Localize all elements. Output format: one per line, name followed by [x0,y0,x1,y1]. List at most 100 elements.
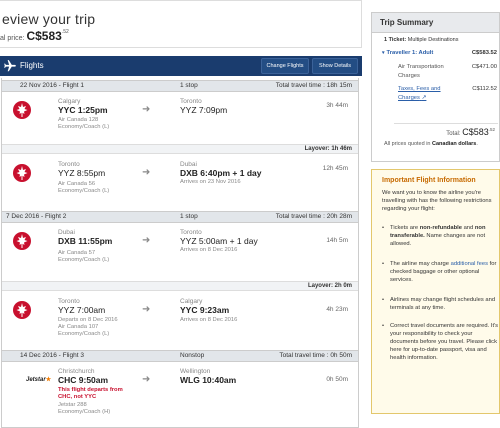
departure-city: Calgary [58,98,81,105]
departure-time: CHC 9:50am [58,375,109,385]
itinerary: 22 Nov 2016 - Flight 1 1 stop Total trav… [1,78,359,428]
leg-date: 22 Nov 2016 - Flight 1 [20,82,84,89]
arrival-note: Arrives on 8 Dec 2016 [180,247,238,253]
flight-number: Air Canada 57 [58,250,96,256]
travel-time-value: 20h 28m [326,213,352,220]
change-flights-button[interactable]: Change Flights [261,58,309,74]
layover: Layover: 1h 46m [2,144,358,154]
departure-city: Dubai [58,229,75,236]
external-link-icon: ↗ [421,95,427,101]
travel-time-value: 18h 15m [326,82,352,89]
segment-duration: 14h 5m [326,237,348,244]
restriction-schedule: Airlines may change flight schedules and… [382,296,500,312]
departure-city: Toronto [58,161,80,168]
leg-header: 14 Dec 2016 - Flight 3 Nonstop Total tra… [2,350,358,362]
total-price-amount: C$583 [26,29,62,43]
segment-duration: 3h 44m [326,102,348,109]
additional-fees-link[interactable]: additional fees [450,261,488,267]
arrow-right-icon: ➜ [142,167,151,178]
segment-duration: 12h 45m [322,165,348,172]
arrow-right-icon: ➜ [142,235,151,246]
arrival-note: Arrives on 23 Nov 2016 [180,179,241,185]
leg-travel-time: Total travel time : 18h 15m [276,81,352,91]
flight-number: Air Canada 128 [58,117,99,123]
flight-segment: Dubai DXB 11:55pm Air Canada 57 Economy/… [2,223,358,275]
air-canada-logo [13,101,31,119]
departure-time: YYZ 8:55pm [58,168,106,178]
arrival-time: YYZ 7:09pm [180,105,228,115]
trip-summary: Trip Summary 1 Ticket: Multiple Destinat… [371,12,500,162]
traveller-toggle[interactable]: ▾ Traveller 1: Adult C$583.52 [382,50,497,56]
trip-total: Total: C$583.52 [446,127,495,137]
cabin-class: Economy/Coach (L) [58,331,110,337]
departure-note: Departs on 8 Dec 2016 [58,317,118,323]
departure-city: Toronto [58,298,80,305]
leg-date: 7 Dec 2016 - Flight 2 [6,213,67,220]
flight-segment: Calgary YYC 1:25pm Air Canada 128 Econom… [2,92,358,144]
flight-number: Jetstar 288 [58,402,87,408]
departure-time: DXB 11:55pm [58,236,113,246]
page-header: eview your trip al price: C$583.52 [0,0,362,48]
leg-travel-time: Total travel time : 20h 28m [276,212,352,222]
leg-stops: 1 stop [180,213,198,220]
total-price-label: al price: [0,35,25,42]
leg-stops: 1 stop [180,82,198,89]
tickets-line: 1 Ticket: Multiple Destinations [384,37,459,43]
departure-time: YYZ 7:00am [58,305,106,315]
air-canada-logo [13,301,31,319]
flight-number: Air Canada 56 [58,181,96,187]
air-charges-row: Air Transportation Charges C$471.00 [398,64,497,79]
restriction-refund: Tickets are non-refundable and non trans… [382,224,500,248]
layover: Layover: 2h 0m [2,281,358,291]
arrival-time: DXB 6:40pm + 1 day [180,168,262,178]
arrival-city: Toronto [180,229,202,236]
flight-info-intro: We want you to know the airline you're t… [382,190,492,212]
show-details-button[interactable]: Show Details [312,58,358,74]
travel-time-value: 0h 50m [330,352,352,359]
collapse-icon: ▾ [382,50,385,56]
traveller-amount: C$583.52 [471,50,497,56]
air-canada-logo [13,232,31,250]
trip-summary-title: Trip Summary [372,13,499,33]
total-price-cents: .52 [61,29,69,35]
air-canada-logo [13,164,31,182]
leg-date: 14 Dec 2016 - Flight 3 [20,352,84,359]
arrival-city: Calgary [180,298,203,305]
travel-time-label: Total travel time : [275,82,325,89]
restriction-documents: Correct travel documents are required. I… [382,322,500,362]
divider [394,123,498,124]
airport-warning: CHC, not YYC [58,394,97,400]
flight-info-title: Important Flight Information [382,177,476,184]
flights-bar: Flights Change Flights Show Details [0,56,362,76]
leg-header: 22 Nov 2016 - Flight 1 1 stop Total trav… [2,80,358,92]
travel-time-label: Total travel time : [275,213,325,220]
flight-segment: Toronto YYZ 8:55pm Air Canada 56 Economy… [2,155,358,205]
arrow-right-icon: ➜ [142,104,151,115]
jetstar-logo: Jetstar★ [26,377,52,383]
restriction-fees: The airline may charge additional fees f… [382,260,500,284]
departure-time: YYC 1:25pm [58,105,108,115]
important-flight-info: Important Flight Information We want you… [371,169,500,414]
leg-header: 7 Dec 2016 - Flight 2 1 stop Total trave… [2,211,358,223]
arrow-right-icon: ➜ [142,374,151,385]
leg-travel-time: Total travel time : 0h 50m [279,351,352,361]
page-title: eview your trip [2,11,96,27]
cabin-class: Economy/Coach (H) [58,409,111,415]
flight-number: Air Canada 107 [58,324,99,330]
plane-icon [4,60,16,72]
taxes-row: Taxes, Fees and Charges ↗ C$112.52 [398,86,497,101]
currency-note: All prices quoted in Canadian dollars. [384,141,478,147]
total-price: al price: C$583.52 [0,29,69,43]
leg-stops: Nonstop [180,352,205,359]
arrival-city: Dubai [180,161,197,168]
arrival-city: Toronto [180,98,202,105]
airport-warning: This flight departs from [58,387,123,393]
cabin-class: Economy/Coach (L) [58,188,110,194]
arrival-city: Wellington [180,368,211,375]
flight-segment: Toronto YYZ 7:00am Departs on 8 Dec 2016… [2,292,358,348]
arrival-note: Arrives on 8 Dec 2016 [180,317,238,323]
segment-duration: 4h 23m [326,306,348,313]
arrival-time: YYZ 5:00am + 1 day [180,236,258,246]
taxes-link[interactable]: Taxes, Fees and Charges ↗ [398,86,441,101]
arrival-time: WLG 10:40am [180,375,237,385]
